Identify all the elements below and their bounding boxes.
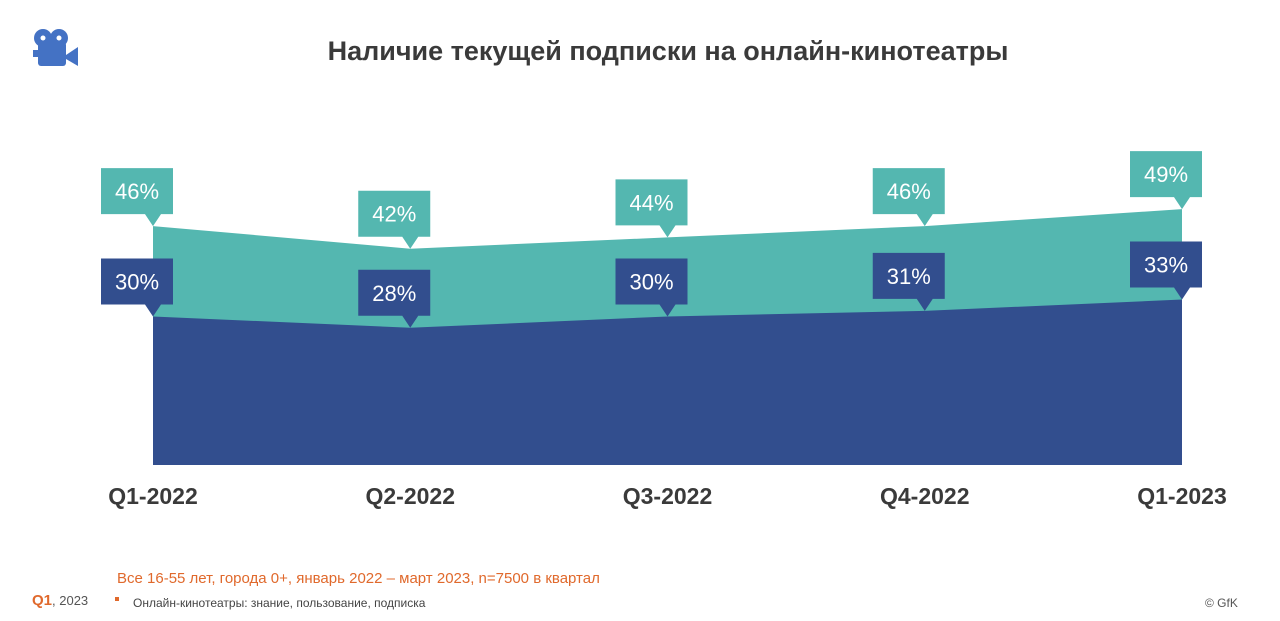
data-label-upper: 49% — [1130, 151, 1202, 210]
data-label-text: 49% — [1144, 162, 1188, 187]
data-label-upper: 42% — [358, 190, 431, 249]
data-label-text: 42% — [372, 202, 416, 227]
data-label-upper: 44% — [615, 179, 688, 238]
data-label-text: 30% — [115, 270, 159, 295]
movie-camera-icon — [33, 29, 78, 66]
data-label-text: 28% — [372, 281, 416, 306]
callout-box — [615, 179, 688, 238]
data-label-text: 33% — [1144, 253, 1188, 278]
x-tick-label: Q2-2022 — [365, 483, 455, 509]
page-title: Наличие текущей подписки на онлайн-кинот… — [327, 36, 1009, 66]
data-label-text: 31% — [887, 264, 931, 289]
bullet-icon — [115, 597, 119, 601]
data-label-lower: 30% — [101, 258, 173, 317]
x-tick-label: Q1-2023 — [1137, 483, 1227, 509]
data-label-text: 46% — [887, 179, 931, 204]
callout-box — [872, 252, 945, 311]
callout-box — [101, 258, 173, 317]
x-tick-label: Q3-2022 — [623, 483, 713, 509]
callout-box — [1130, 241, 1202, 300]
callout-box — [101, 168, 173, 227]
data-label-text: 44% — [629, 190, 673, 215]
data-label-text: 30% — [629, 270, 673, 295]
callout-box — [358, 190, 431, 249]
callout-box — [615, 258, 688, 317]
period-bold: Q1 — [32, 592, 53, 609]
data-label-lower: 31% — [872, 252, 945, 311]
callout-box — [1130, 151, 1202, 210]
sample-note: Все 16-55 лет, города 0+, январь 2022 – … — [117, 570, 600, 587]
data-label-lower: 33% — [1130, 241, 1202, 300]
x-tick-label: Q1-2022 — [108, 483, 198, 509]
data-label-upper: 46% — [101, 168, 173, 227]
period-rest: , 2023 — [52, 593, 89, 608]
data-label-lower: 28% — [358, 269, 431, 328]
copyright: © GfK — [1205, 596, 1238, 610]
callout-box — [872, 168, 945, 227]
area-lower — [153, 299, 1182, 465]
data-label-upper: 46% — [872, 168, 945, 227]
period-label: Q1, 2023 — [32, 592, 88, 609]
source-text: Онлайн-кинотеатры: знание, пользование, … — [133, 596, 426, 610]
data-label-text: 46% — [115, 179, 159, 204]
x-tick-label: Q4-2022 — [880, 483, 970, 509]
callout-box — [358, 269, 431, 328]
data-label-lower: 30% — [615, 258, 688, 317]
